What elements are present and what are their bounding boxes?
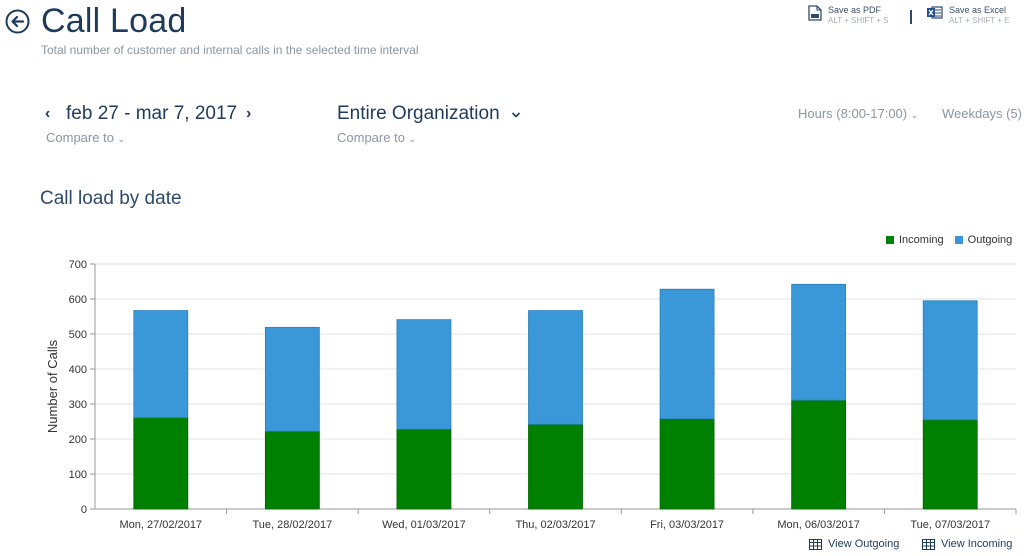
page-subtitle: Total number of customer and internal ca…: [41, 43, 419, 57]
save-excel-label: Save as Excel: [949, 5, 1007, 15]
bar-outgoing: [528, 310, 583, 425]
view-incoming-label: View Incoming: [941, 538, 1013, 550]
y-tick-label: 200: [69, 434, 87, 446]
chevron-down-icon: ⌄: [117, 134, 126, 144]
save-pdf-shortcut: ALT + SHIFT + S: [828, 16, 889, 25]
bar-incoming: [264, 430, 320, 510]
y-tick-label: 100: [69, 469, 87, 481]
excel-file-icon: [927, 6, 943, 19]
legend-incoming-swatch: [886, 236, 894, 244]
y-axis-label: Number of Calls: [45, 339, 60, 433]
view-outgoing-link[interactable]: View Outgoing: [809, 538, 899, 550]
x-tick-label: Fri, 03/03/2017: [650, 519, 724, 531]
y-tick-label: 300: [69, 399, 87, 411]
save-pdf-label: Save as PDF: [828, 5, 882, 15]
chevron-down-icon: ⌄: [408, 134, 417, 144]
bar-outgoing: [133, 310, 189, 419]
weekdays-dropdown[interactable]: Weekdays (5): [942, 106, 1022, 121]
organization-dropdown[interactable]: Entire Organization: [337, 103, 521, 125]
chevron-down-icon: ⌄: [910, 110, 919, 120]
next-period-button[interactable]: ›: [246, 105, 252, 122]
weekdays-label: Weekdays (5): [942, 106, 1022, 121]
legend-outgoing-label: Outgoing: [967, 234, 1013, 246]
hours-dropdown[interactable]: Hours (8:00-17:00) ⌄: [798, 106, 918, 121]
bar-incoming: [528, 423, 583, 510]
call-load-chart: 0 100 200 300 400 500 600 700 Number of Calls Mon…: [45, 259, 1017, 531]
back-arrow-icon: [5, 9, 30, 34]
pdf-file-icon: [808, 5, 822, 21]
legend-incoming[interactable]: Incoming: [886, 234, 944, 246]
x-tick-label: Thu, 02/03/2017: [515, 519, 595, 531]
previous-period-button[interactable]: ‹: [45, 105, 51, 122]
export-separator: [910, 10, 912, 24]
x-tick-label: Tue, 07/03/2017: [910, 519, 990, 531]
view-incoming-link[interactable]: View Incoming: [922, 538, 1012, 550]
chart-legend: Incoming Outgoing: [886, 234, 1023, 246]
back-button[interactable]: [5, 9, 30, 34]
y-tick-label: 400: [69, 364, 87, 376]
bar-incoming: [922, 419, 978, 510]
date-range: feb 27 - mar 7, 2017: [66, 103, 238, 124]
y-tick-label: 700: [69, 259, 87, 271]
date-compare-label: Compare to: [46, 130, 114, 145]
bar-incoming: [133, 417, 189, 510]
bar-outgoing: [791, 283, 847, 401]
legend-outgoing-swatch: [954, 236, 963, 244]
save-as-pdf-button[interactable]: Save as PDF ALT + SHIFT + S: [808, 5, 888, 29]
x-tick-label: Tue, 28/02/2017: [252, 519, 332, 531]
bar-incoming: [396, 428, 452, 510]
legend-outgoing[interactable]: Outgoing: [954, 234, 1013, 246]
hours-label: Hours (8:00-17:00): [798, 106, 908, 121]
section-title: Call load by date: [40, 188, 182, 209]
page-title: Call Load: [41, 2, 187, 40]
x-tick-label: Wed, 01/03/2017: [382, 519, 466, 531]
table-icon: [809, 538, 822, 550]
x-tick-label: Mon, 27/02/2017: [119, 519, 202, 531]
bar-outgoing: [659, 288, 715, 420]
date-compare-dropdown[interactable]: Compare to ⌄: [46, 130, 125, 145]
y-tick-label: 0: [81, 504, 87, 516]
bar-outgoing: [264, 326, 320, 432]
bar-incoming: [659, 418, 715, 510]
view-outgoing-label: View Outgoing: [828, 538, 900, 550]
y-tick-label: 500: [69, 329, 87, 341]
save-as-excel-button[interactable]: Save as Excel ALT + SHIFT + E: [927, 5, 1009, 29]
organization-label: Entire Organization: [337, 103, 500, 124]
bar-outgoing: [922, 300, 978, 421]
y-tick-label: 600: [69, 294, 87, 306]
save-excel-shortcut: ALT + SHIFT + E: [949, 16, 1010, 25]
org-compare-dropdown[interactable]: Compare to ⌄: [337, 130, 416, 145]
legend-incoming-label: Incoming: [899, 234, 944, 246]
org-compare-label: Compare to: [337, 130, 405, 145]
bar-incoming: [791, 399, 847, 510]
table-icon: [922, 538, 935, 550]
chevron-down-icon: [511, 112, 521, 118]
x-tick-label: Mon, 06/03/2017: [777, 519, 860, 531]
bar-outgoing: [396, 319, 452, 430]
